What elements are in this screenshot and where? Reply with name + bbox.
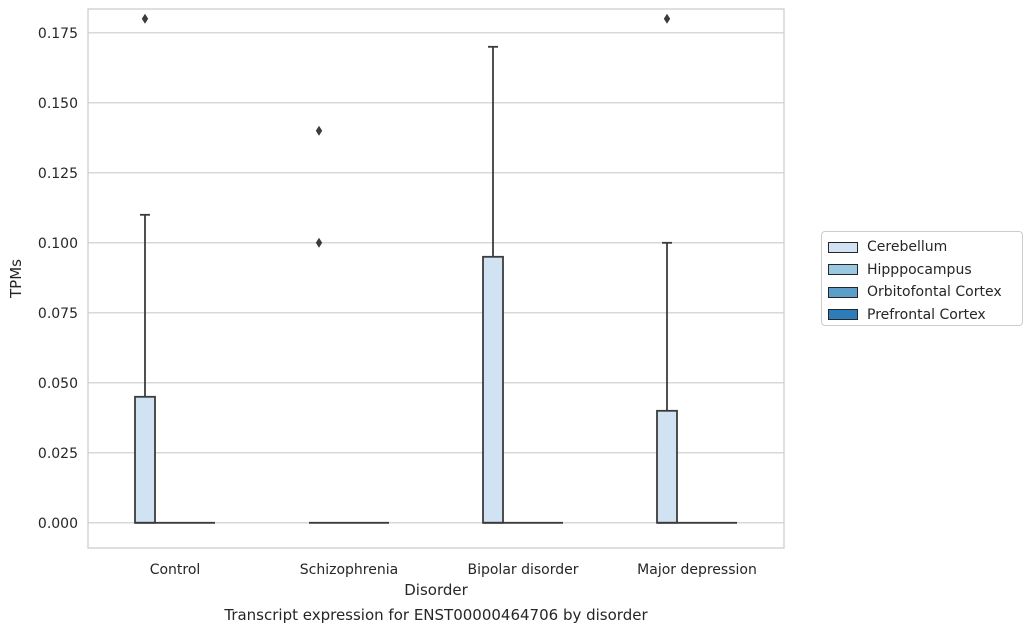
y-tick-label: 0.025: [38, 446, 78, 462]
box-cerebellum-schizophrenia: [309, 125, 329, 524]
legend-label-hipppocampus: Hipppocampus: [867, 261, 972, 278]
legend-swatch-hipppocampus: [828, 264, 858, 276]
box-cerebellum-control: [134, 13, 156, 524]
x-tick-label-bipolar-disorder: Bipolar disorder: [467, 562, 578, 578]
legend-swatch-orbitofontal-cortex: [828, 286, 858, 298]
legend-item-prefrontal-cortex: Prefrontal Cortex: [828, 304, 1016, 327]
plot-area-frame: [87, 8, 785, 549]
x-tick-label-control: Control: [150, 562, 201, 578]
y-tick-label: 0.100: [38, 236, 78, 252]
legend-label-orbitofontal-cortex: Orbitofontal Cortex: [867, 284, 1002, 301]
y-tick-label: 0.050: [38, 376, 78, 392]
legend-swatch-prefrontal-cortex: [828, 309, 858, 321]
legend-label-cerebellum: Cerebellum: [867, 239, 948, 256]
y-tick-label: 0.150: [38, 96, 78, 112]
y-axis-ticks: 0.000 0.025 0.050 0.075 0.100 0.125 0.150 0.175: [38, 26, 78, 532]
grid-lines: [88, 32, 784, 524]
x-axis-label: Disorder: [404, 581, 468, 599]
legend-item-orbitofontal-cortex: Orbitofontal Cortex: [828, 281, 1016, 304]
legend-label-prefrontal-cortex: Prefrontal Cortex: [867, 306, 986, 323]
box-body: [134, 395, 156, 524]
y-tick-label: 0.175: [38, 26, 78, 42]
chart-title: Transcript expression for ENST0000046470…: [224, 606, 648, 624]
legend: Cerebellum Hipppocampus Orbitofontal Cor…: [821, 231, 1023, 326]
y-tick-label: 0.075: [38, 306, 78, 322]
y-tick-label: 0.125: [38, 166, 78, 182]
legend-swatch-cerebellum: [828, 241, 858, 253]
outlier-point: [315, 237, 323, 248]
x-tick-label-schizophrenia: Schizophrenia: [300, 562, 398, 578]
outlier-point: [315, 125, 323, 136]
box-cerebellum-bipolar-disorder: [482, 45, 504, 524]
boxes: [134, 13, 737, 524]
y-tick-label: 0.000: [38, 516, 78, 532]
outlier-point: [141, 13, 149, 24]
outlier-point: [663, 13, 671, 24]
box-body: [656, 409, 678, 524]
box-body: [482, 255, 504, 524]
box-cerebellum-major-depression: [656, 13, 678, 524]
legend-item-cerebellum: Cerebellum: [828, 236, 1016, 259]
legend-item-hipppocampus: Hipppocampus: [828, 259, 1016, 282]
y-axis-label: TPMs: [7, 259, 25, 299]
x-axis-ticks: Control Schizophrenia Bipolar disorder Majo…: [150, 562, 757, 578]
x-tick-label-major-depression: Major depression: [637, 562, 757, 578]
